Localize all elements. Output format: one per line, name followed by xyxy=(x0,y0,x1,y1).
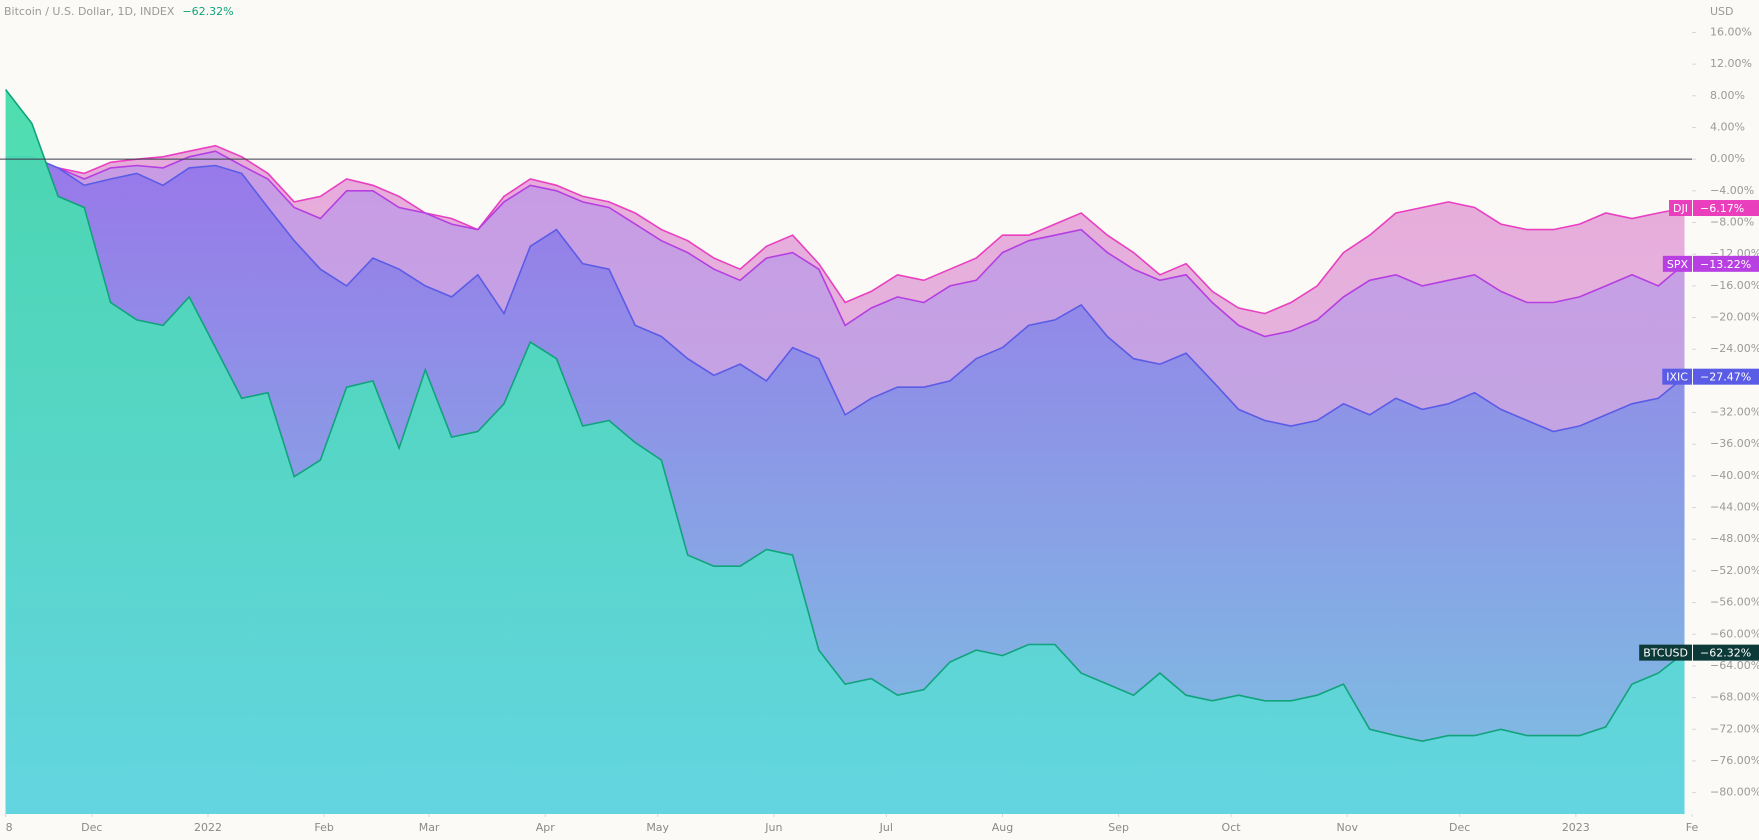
y-tick-label: −8.00% xyxy=(1710,216,1754,229)
y-tick-label: −64.00% xyxy=(1710,659,1759,672)
y-tick-label: −52.00% xyxy=(1710,564,1759,577)
last-value-label: −13.22% xyxy=(1700,258,1751,271)
x-tick-label: Feb xyxy=(314,821,333,834)
last-value-label: −6.17% xyxy=(1700,202,1744,215)
x-tick-label: May xyxy=(646,821,669,834)
series-name-label: DJI xyxy=(1673,202,1688,215)
x-tick-label: 8 xyxy=(6,821,13,834)
series-line xyxy=(5,144,1685,315)
last-value-label: −27.47% xyxy=(1700,371,1751,384)
series-name-bg xyxy=(1669,200,1692,217)
last-value-bg xyxy=(1693,368,1759,385)
y-tick-label: −40.00% xyxy=(1710,469,1759,482)
last-value-bg xyxy=(1693,200,1759,217)
x-tick-label: Oct xyxy=(1222,821,1242,834)
y-tick-label: −48.00% xyxy=(1710,532,1759,545)
x-tick-label: 2022 xyxy=(194,821,222,834)
y-tick-label: −44.00% xyxy=(1710,501,1759,514)
last-value-bg xyxy=(1693,644,1759,661)
x-tick-label: Nov xyxy=(1336,821,1358,834)
y-tick-label: −72.00% xyxy=(1710,722,1759,735)
last-value-bg xyxy=(1693,255,1759,272)
last-value-label: −62.32% xyxy=(1700,647,1751,660)
chart-title: Bitcoin / U.S. Dollar, 1D, INDEX xyxy=(4,5,175,18)
y-unit: USD xyxy=(1710,5,1734,18)
x-tick-label: Dec xyxy=(1449,821,1470,834)
plot-area xyxy=(0,89,1692,815)
x-tick-label: Fe xyxy=(1686,821,1699,834)
y-tick-label: −60.00% xyxy=(1710,627,1759,640)
y-tick-label: −32.00% xyxy=(1710,406,1759,419)
y-tick-label: −76.00% xyxy=(1710,754,1759,767)
y-tick-label: −56.00% xyxy=(1710,596,1759,609)
y-tick-label: −16.00% xyxy=(1710,279,1759,292)
series-name-label: BTCUSD xyxy=(1643,647,1688,660)
x-tick-label: Dec xyxy=(81,821,102,834)
axes: 16.00%12.00%8.00%4.00%0.00%−4.00%−8.00%−… xyxy=(5,25,1759,834)
series-line xyxy=(5,150,1686,338)
series-line xyxy=(4,89,1685,743)
x-tick-label: 2023 xyxy=(1562,821,1590,834)
x-tick-label: Mar xyxy=(419,821,440,834)
y-tick-label: 0.00% xyxy=(1710,152,1745,165)
x-tick-label: Jul xyxy=(879,821,893,834)
y-tick-label: 16.00% xyxy=(1710,25,1752,38)
x-tick-label: Jun xyxy=(764,821,782,834)
y-tick-label: −20.00% xyxy=(1710,311,1759,324)
series-name-label: IXIC xyxy=(1666,371,1688,384)
area-fill xyxy=(5,89,1685,814)
x-tick-label: Apr xyxy=(536,821,556,834)
y-tick-label: −80.00% xyxy=(1710,786,1759,799)
y-tick-label: 8.00% xyxy=(1710,89,1745,102)
y-tick-label: −36.00% xyxy=(1710,437,1759,450)
series-line xyxy=(5,156,1686,433)
y-tick-label: −68.00% xyxy=(1710,691,1759,704)
series-name-bg xyxy=(1639,644,1692,661)
y-tick-label: 4.00% xyxy=(1710,120,1745,133)
series-name-bg xyxy=(1662,368,1692,385)
y-tick-label: 12.00% xyxy=(1710,57,1752,70)
y-tick-label: −4.00% xyxy=(1710,184,1754,197)
title-change: −62.32% xyxy=(182,5,233,18)
y-tick-label: −24.00% xyxy=(1710,342,1759,355)
series-name-bg xyxy=(1662,255,1692,272)
x-tick-label: Sep xyxy=(1108,821,1129,834)
series-name-label: SPX xyxy=(1667,258,1689,271)
x-tick-label: Aug xyxy=(992,821,1013,834)
